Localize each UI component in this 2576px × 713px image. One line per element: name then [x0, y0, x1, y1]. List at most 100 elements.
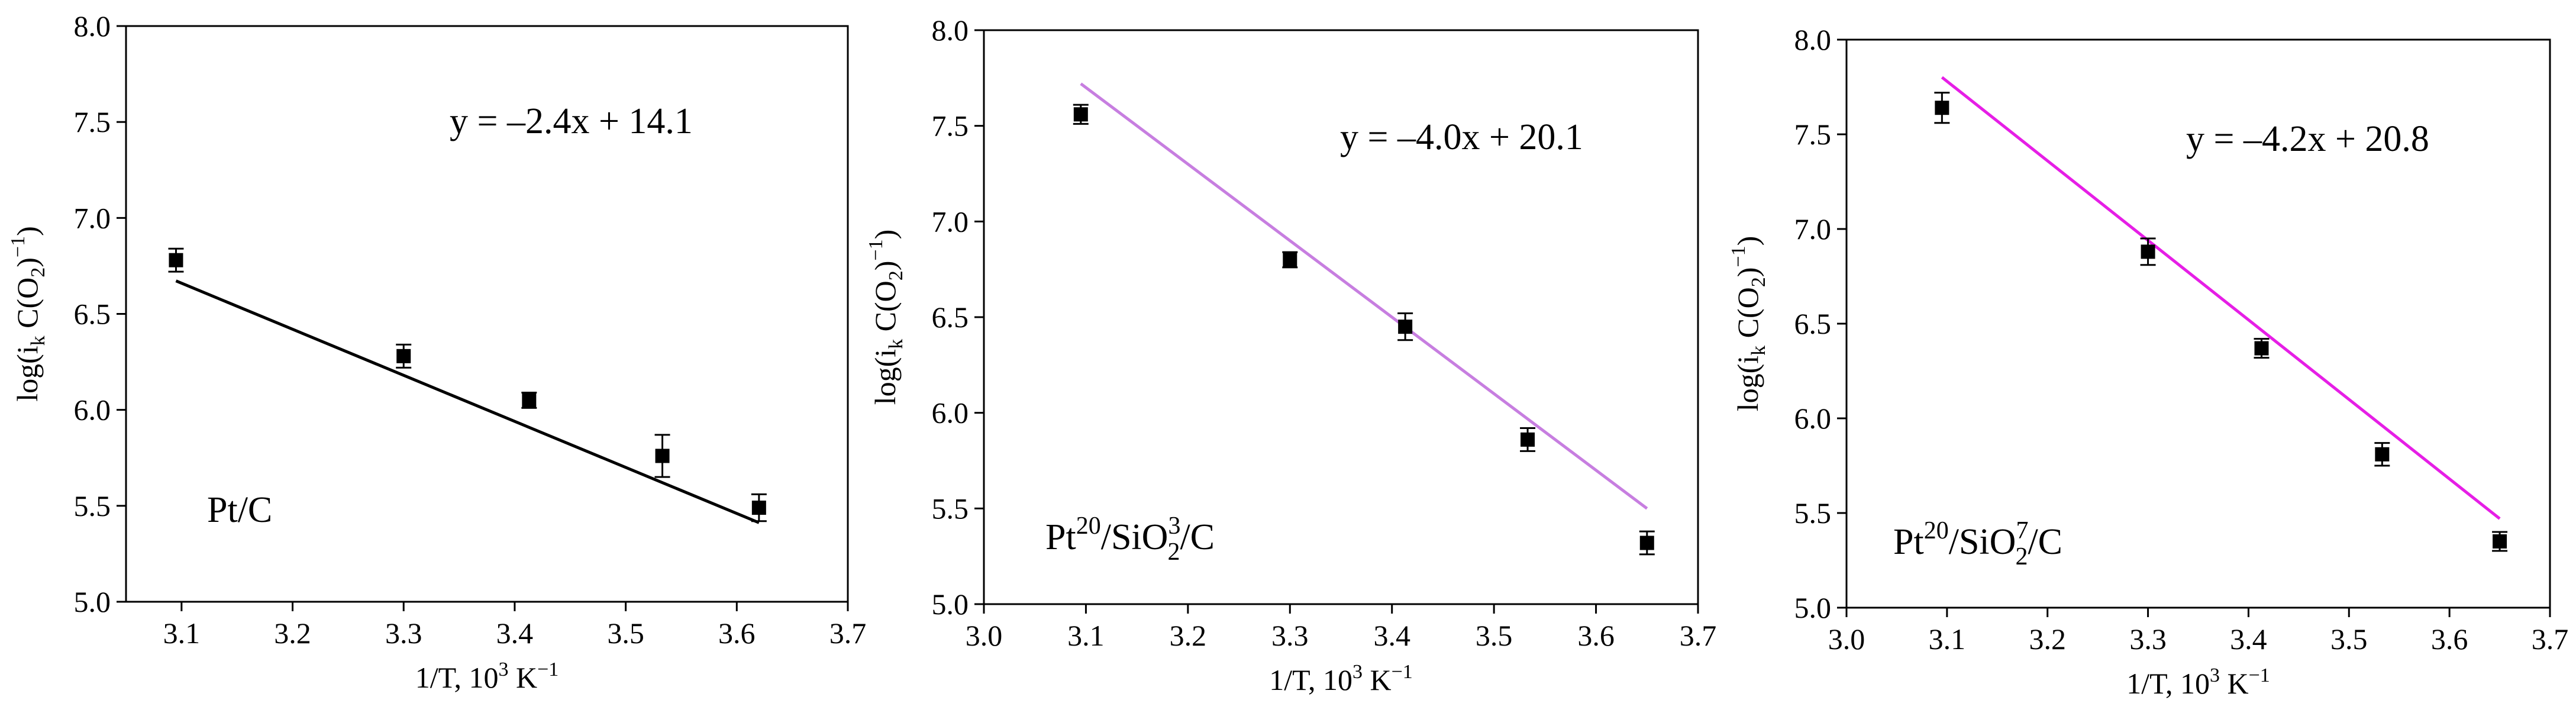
- y-axis-label-sup: −1: [865, 239, 887, 260]
- x-tick-label: 3.3: [1271, 619, 1309, 652]
- data-point: [1073, 107, 1088, 122]
- x-axis-label: 1/T, 103 K−1: [415, 659, 559, 694]
- fit-equation: y = –2.4x + 14.1: [450, 101, 693, 141]
- y-tick-label: 5.5: [932, 492, 969, 525]
- data-point: [1639, 535, 1654, 550]
- x-tick-label: 3.1: [163, 617, 201, 650]
- data-point: [1398, 320, 1413, 334]
- panel-label-sup: 20: [1076, 512, 1101, 540]
- panel-label-sup: 20: [1924, 517, 1949, 544]
- panel-label: Pt/C: [207, 490, 272, 530]
- x-tick-label: 3.4: [496, 617, 534, 650]
- data-point: [655, 449, 670, 463]
- x-tick-label: 3.6: [1577, 619, 1615, 652]
- chart-panel-3: 3.0 3.1 3.2 3.3 3.4 3.5 3.6 3.7 5.0 5.5 6.0 6.5 7.0 7…: [1728, 23, 2568, 700]
- y-axis-label-sub: k: [1748, 346, 1770, 356]
- y-axis-label-part: C(O: [11, 278, 44, 336]
- panel-label: Pt20/SiO3 2/C: [1045, 512, 1215, 566]
- x-tick-label: 3.1: [1929, 622, 1966, 656]
- y-tick-label: 5.5: [1794, 496, 1832, 530]
- x-axis-label-sup: −1: [1392, 661, 1413, 683]
- y-axis-label-part: ): [869, 261, 902, 271]
- panel-label-part: /C: [2028, 522, 2062, 562]
- chart-panel-1: 3.1 3.2 3.3 3.4 3.5 3.6 3.7 5.0 5.5 6.0 6.5 7.0 7.5 8…: [7, 9, 866, 694]
- x-axis-label-part: K: [508, 661, 537, 694]
- panel-label-sup: 7: [2016, 517, 2028, 544]
- y-axis-label-part: log(i: [869, 349, 902, 405]
- data-point: [169, 253, 183, 267]
- chart-panel-2: 3.0 3.1 3.2 3.3 3.4 3.5 3.6 3.7 5.0 5.5 6.0 6.5 7.0 7…: [865, 14, 1716, 696]
- x-axis-label: 1/T, 103 K−1: [2126, 664, 2270, 700]
- panel-label-part: /SiO: [1949, 522, 2016, 562]
- y-axis-label-part: C(O: [869, 280, 902, 339]
- y-axis-label-part: ): [11, 226, 44, 236]
- x-tick-label: 3.2: [2029, 622, 2066, 656]
- x-tick-label: 3.5: [2330, 622, 2368, 656]
- x-tick-label: 3.5: [607, 617, 644, 650]
- y-tick-label: 6.5: [1794, 307, 1832, 340]
- y-axis-label-part: log(i: [1731, 356, 1764, 411]
- x-tick-label: 3.0: [966, 619, 1003, 652]
- y-axis-label-sup: −1: [1728, 246, 1749, 267]
- y-tick-label: 7.5: [1794, 118, 1832, 151]
- x-tick-label: 3.7: [829, 617, 867, 650]
- x-axis-label-sup: −1: [537, 659, 559, 680]
- x-tick-label: 3.5: [1476, 619, 1513, 652]
- panel-label-part: /SiO: [1101, 517, 1168, 557]
- x-axis-label-part: K: [2220, 667, 2249, 700]
- x-tick-label: 3.6: [718, 617, 756, 650]
- y-axis-label-part: ): [1731, 267, 1764, 278]
- fit-line: [175, 279, 760, 524]
- y-axis-label-part: ): [1731, 236, 1764, 246]
- y-tick-label: 5.5: [74, 489, 111, 522]
- x-tick-label: 3.1: [1067, 619, 1105, 652]
- y-tick-label: 6.5: [932, 301, 969, 334]
- x-tick-label: 3.7: [1680, 619, 1717, 652]
- x-axis-label-part: K: [1363, 663, 1392, 696]
- x-axis-label-part: 1/T, 10: [415, 661, 499, 694]
- fit-equation: y = –4.2x + 20.8: [2186, 119, 2429, 159]
- y-axis-label-part: log(i: [11, 346, 44, 401]
- y-tick-label: 8.0: [74, 9, 111, 43]
- x-axis-label-part: 1/T, 10: [2126, 667, 2210, 700]
- data-point: [1521, 432, 1535, 447]
- x-tick-label: 3.2: [1170, 619, 1207, 652]
- x-axis-label: 1/T, 103 K−1: [1269, 661, 1413, 696]
- y-tick-label: 7.5: [932, 109, 969, 143]
- data-point: [2254, 341, 2269, 356]
- y-tick-label: 6.0: [1794, 402, 1832, 435]
- y-axis-label-sub: 2: [27, 267, 49, 278]
- y-axis-label-sub: 2: [885, 270, 907, 280]
- panel-label-sub: 2: [1167, 538, 1180, 566]
- y-tick-label: 5.0: [74, 585, 111, 618]
- panel-label-part: Pt/C: [207, 490, 272, 530]
- panel-label-part: Pt: [1893, 522, 1924, 562]
- y-tick-label: 8.0: [1794, 23, 1832, 56]
- y-axis-label-sup: −1: [7, 236, 29, 257]
- y-axis-label-part: ): [11, 257, 44, 267]
- y-tick-label: 6.0: [932, 396, 969, 430]
- panel-label-sup: 3: [1168, 512, 1180, 540]
- y-tick-label: 8.0: [932, 14, 969, 47]
- x-tick-label: 3.4: [1373, 619, 1410, 652]
- panel-label-part: Pt: [1045, 517, 1076, 557]
- y-axis-label: log(ik C(O2)−1): [1728, 236, 1770, 412]
- x-tick-label: 3.3: [2129, 622, 2167, 656]
- y-tick-label: 7.5: [74, 105, 111, 138]
- y-tick-label: 5.0: [932, 588, 969, 621]
- x-axis-label-sup: 3: [2210, 664, 2220, 686]
- y-axis-label-sub: k: [885, 339, 907, 349]
- y-axis-label: log(ik C(O2)−1): [7, 226, 49, 402]
- panel-label-part: /C: [1180, 517, 1215, 557]
- y-tick-label: 6.5: [74, 298, 111, 331]
- data-point: [751, 501, 766, 515]
- data-point: [2375, 447, 2390, 462]
- y-axis-label-part: C(O: [1731, 287, 1764, 346]
- panel-label: Pt20/SiO7 2/C: [1893, 517, 2062, 570]
- y-tick-label: 7.0: [932, 205, 969, 238]
- y-tick-label: 7.0: [74, 201, 111, 234]
- fit-equation: y = –4.0x + 20.1: [1340, 117, 1583, 157]
- data-point: [2493, 534, 2507, 549]
- y-tick-label: 7.0: [1794, 212, 1832, 246]
